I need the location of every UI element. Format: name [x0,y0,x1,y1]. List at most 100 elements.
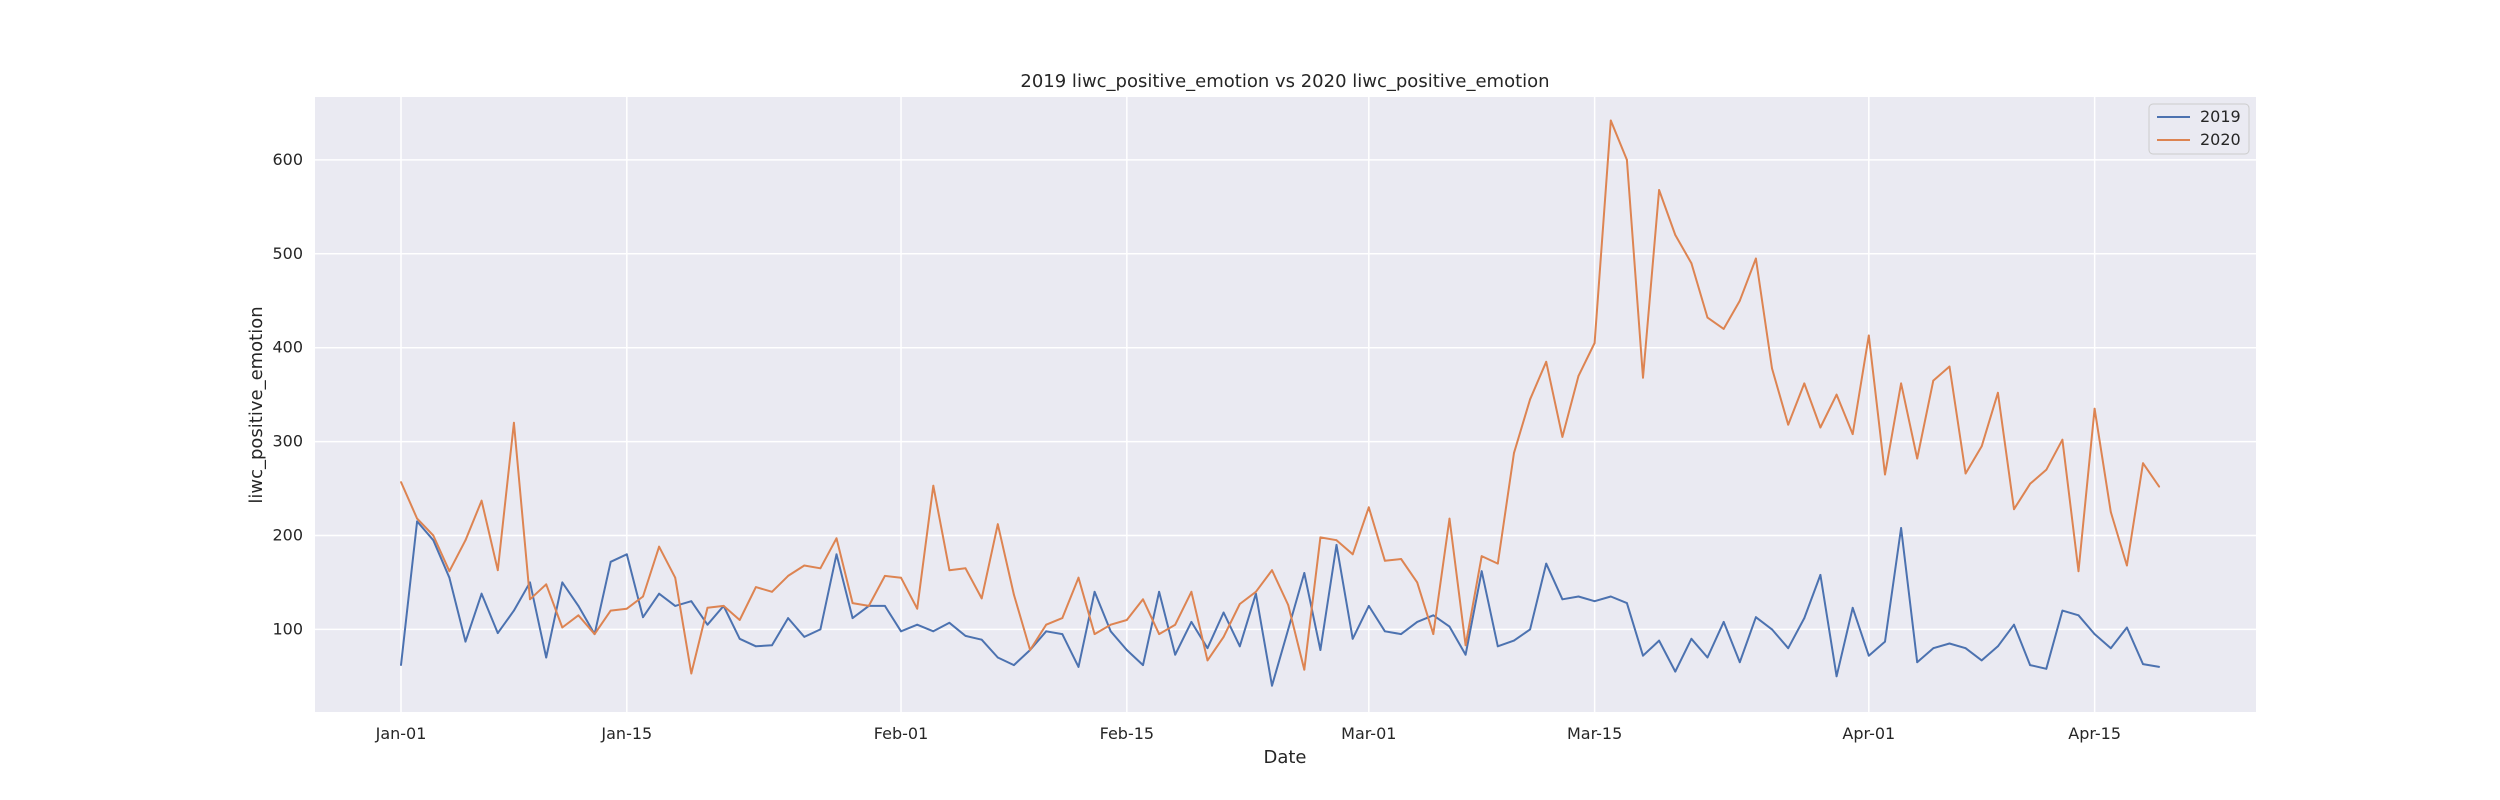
data-point [1271,684,1273,687]
data-point [1174,623,1177,626]
data-point [803,636,806,638]
data-point [2045,468,2048,471]
data-point [1561,436,1564,438]
data-point [1077,576,1080,579]
x-tick-labels: Jan-01 Jan-15 Feb-01 Feb-15 Mar-01 Mar-15 Apr-… [375,724,2121,743]
data-point [867,605,870,607]
y-tick-label: 500 [272,244,303,263]
data-point [1093,633,1096,635]
data-point [884,575,886,577]
data-point [1496,645,1499,648]
data-point [529,598,531,601]
data-point [674,605,677,607]
data-point [1367,605,1370,607]
legend-label-2019: 2019 [2200,107,2241,126]
data-point [1238,645,1241,648]
data-point [2126,564,2128,567]
x-axis-label: Date [1263,747,1306,768]
data-point [835,553,838,556]
data-point [1142,598,1144,601]
x-tick-label: Feb-15 [1100,724,1154,743]
data-point [964,635,967,637]
data-point [1642,376,1644,379]
data-point [1626,602,1628,604]
x-tick-label: Mar-01 [1341,724,1396,743]
data-point [2093,407,2096,410]
data-point [1271,569,1273,572]
data-point [1609,595,1612,598]
data-point [1658,189,1660,191]
data-point [2013,508,2015,511]
data-point [1222,636,1225,638]
data-point [1835,675,1838,678]
data-point [1142,664,1144,666]
data-point [1400,558,1402,560]
y-gridlines [315,159,2256,631]
data-point [738,637,741,640]
data-point [593,633,596,635]
data-point [2013,623,2015,626]
data-point [980,638,983,641]
data-point [1480,555,1483,557]
data-point [690,672,693,675]
data-point [448,576,451,579]
data-point [1577,375,1580,377]
data-point [1158,590,1160,593]
data-point [738,619,741,621]
data-point [2045,667,2048,670]
data-point [1464,653,1467,656]
data-point [2142,462,2144,465]
data-point [1029,649,1031,651]
data-point [1803,382,1806,385]
data-point [755,586,757,588]
data-point [722,605,725,607]
data-point [1158,633,1160,635]
data-point [1738,299,1741,302]
data-point [1674,670,1677,673]
data-point [658,545,660,548]
y-axis-label: liwc_positive_emotion [246,306,267,503]
data-point [932,484,935,487]
data-point [1964,472,1967,475]
data-point [1255,590,1257,593]
y-tick-label: 100 [272,619,303,638]
data-point [1593,342,1596,344]
data-point [1593,600,1596,603]
data-point [1884,473,1886,476]
data-point [1206,647,1209,650]
data-point [1851,606,1854,609]
data-point [1513,452,1515,454]
data-point [948,621,951,624]
data-point [1448,517,1451,520]
data-point [706,606,709,609]
data-point [1238,603,1241,605]
data-point [1287,628,1290,631]
data-point [1787,647,1790,650]
data-point [1787,423,1790,426]
chart-title: 2019 liwc_positive_emotion vs 2020 liwc_… [1020,71,1549,92]
data-point [1835,393,1838,396]
data-point [432,534,435,537]
data-point [916,607,919,610]
data-point [1125,619,1128,621]
y-tick-label: 200 [272,525,303,544]
data-point [1658,639,1660,642]
data-point [480,499,483,502]
x-gridlines [400,97,2096,712]
legend-label-2020: 2020 [2200,130,2241,149]
data-point [1416,621,1419,623]
data-point [400,481,402,483]
x-tick-label: Jan-15 [600,724,652,743]
data-point [513,609,515,612]
data-point [1529,628,1531,631]
x-tick-label: Mar-15 [1567,724,1622,743]
data-point [1819,574,1822,576]
data-point [1948,365,1951,368]
data-point [803,564,806,567]
data-point [1351,553,1354,556]
data-point [1206,659,1209,662]
data-point [1771,628,1773,631]
data-point [1045,623,1048,626]
data-point [416,520,418,523]
